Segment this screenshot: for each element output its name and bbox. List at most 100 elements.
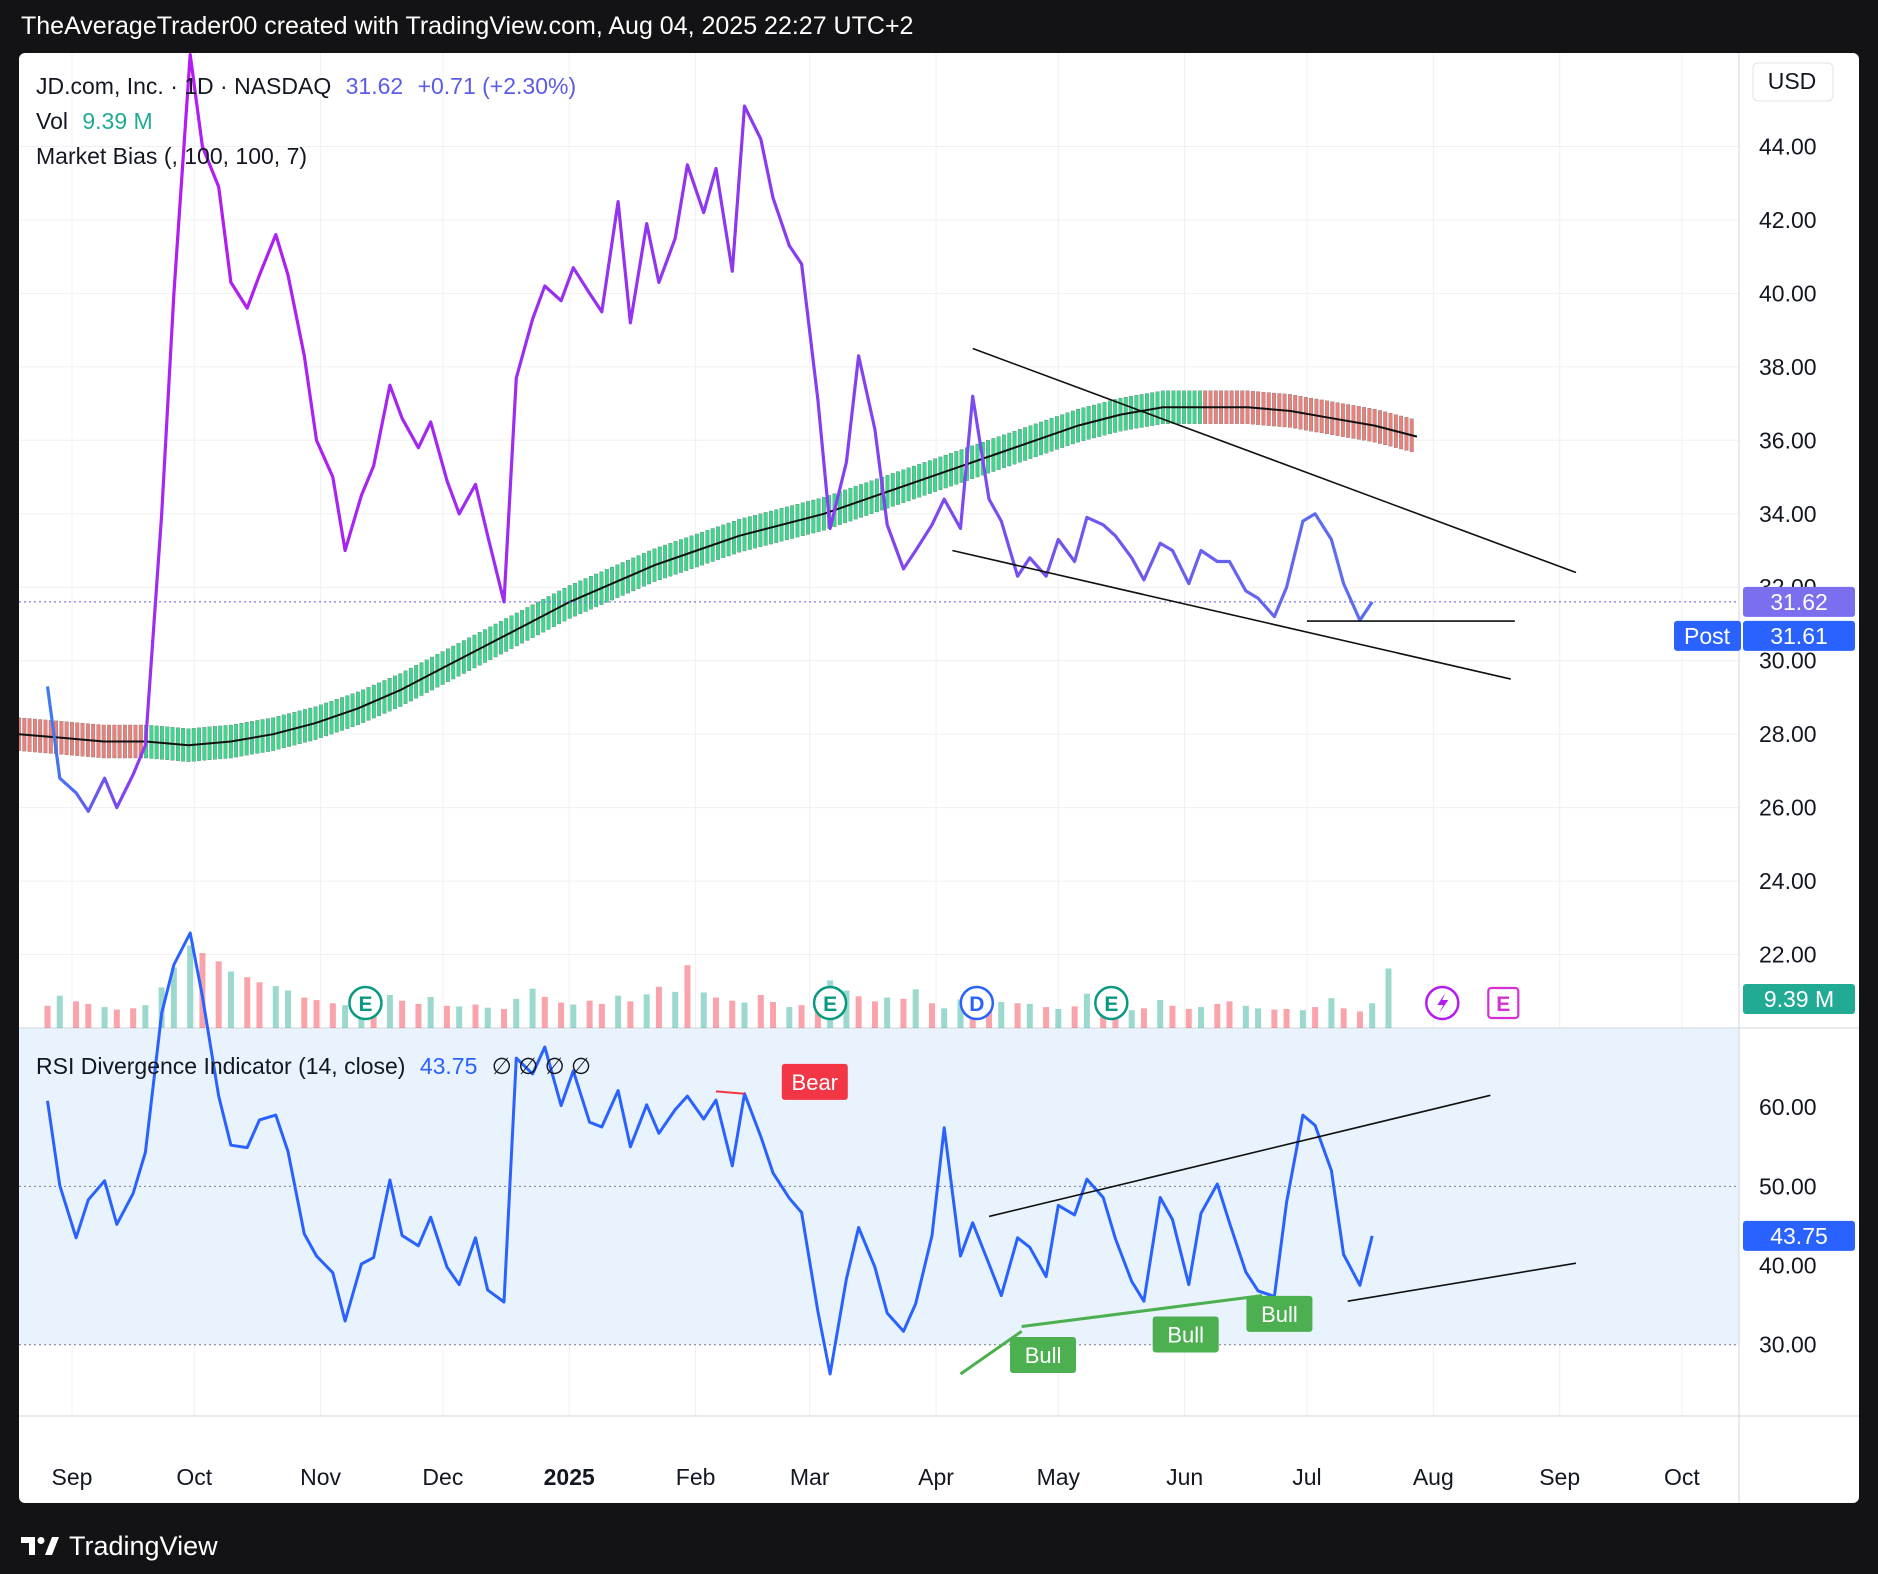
bull-badge[interactable]: [1152, 1316, 1219, 1353]
volume-bar: [700, 992, 707, 1028]
x-tick-label: Oct: [1664, 1464, 1700, 1490]
event-marker-earnings[interactable]: [812, 985, 848, 1021]
rsi-upper-trendline[interactable]: [988, 1094, 1491, 1218]
volume-bar: [227, 971, 234, 1028]
bull-badge[interactable]: [1246, 1295, 1313, 1332]
volume-bar: [301, 997, 308, 1028]
rsi-bull-divergence-line[interactable]: [1021, 1294, 1263, 1329]
volume-bar: [1140, 1008, 1147, 1028]
currency-label[interactable]: USD: [1768, 68, 1817, 94]
volume-bar: [256, 982, 263, 1028]
bull-label: Bull: [1025, 1343, 1062, 1368]
volume-bar: [415, 1003, 422, 1028]
event-marker-letter: E: [358, 993, 372, 1016]
volume-bar: [44, 1005, 51, 1028]
chart-frame[interactable]: Sep Oct Nov Dec 2025 Feb Mar Apr May Jun Jul Aug Sep…: [19, 53, 1859, 1503]
symbol-legend[interactable]: JD.com, Inc. · 1D · NASDAQ 31.62 +0.71 (…: [36, 73, 584, 100]
volume-bar: [130, 1008, 137, 1028]
rsi-bear-divergence-line[interactable]: [715, 1090, 745, 1095]
volume-bar: [73, 1001, 80, 1028]
volume-bar: [1214, 1003, 1221, 1028]
event-marker-earnings[interactable]: [1487, 986, 1520, 1020]
price-tick-label: 22.00: [1759, 942, 1817, 968]
volume-bar: [586, 1000, 593, 1028]
tradingview-brand[interactable]: TradingView: [69, 1530, 218, 1561]
volume-bar: [884, 997, 891, 1028]
chart-canvas[interactable]: Sep Oct Nov Dec 2025 Feb Mar Apr May Jun Jul Aug Sep…: [19, 53, 1859, 1503]
symbol-name[interactable]: JD.com, Inc. · 1D · NASDAQ: [36, 73, 332, 99]
rsi-tick-label: 40.00: [1759, 1253, 1817, 1279]
volume-bar: [329, 1003, 336, 1028]
volume-bar: [101, 1007, 108, 1028]
event-marker-letter: E: [1496, 993, 1510, 1016]
volume-bar: [1312, 1007, 1319, 1028]
volume-bar: [1014, 1003, 1021, 1028]
event-marker-earnings[interactable]: [1094, 985, 1129, 1021]
volume-legend[interactable]: Vol 9.39 M: [36, 108, 161, 135]
bull-label: Bull: [1261, 1302, 1298, 1327]
currency-button[interactable]: [1752, 62, 1834, 102]
volume-bar: [598, 1003, 605, 1028]
post-price-text: 31.61: [1770, 623, 1828, 649]
volume-bar: [1340, 1008, 1347, 1028]
volume-bar: [729, 1000, 736, 1028]
volume-bar: [941, 1008, 948, 1028]
volume-bar: [843, 990, 850, 1028]
volume-bar: [456, 1006, 463, 1028]
price-line[interactable]: [45, 53, 1374, 813]
volume-bar: [757, 995, 764, 1028]
x-tick-label: Dec: [422, 1464, 463, 1490]
volume-bar: [643, 994, 650, 1028]
event-marker-earnings[interactable]: [348, 985, 383, 1021]
rsi-legend[interactable]: RSI Divergence Indicator (14, close) 43.…: [36, 1053, 599, 1080]
volume-bar: [113, 1009, 120, 1028]
volume-label[interactable]: Vol: [36, 108, 68, 134]
volume-bar: [998, 1001, 1005, 1028]
volume-bar: [1071, 1006, 1078, 1028]
rsi-line[interactable]: [46, 931, 1374, 1376]
post-price-badge: [1743, 620, 1855, 651]
volume-bar: [285, 990, 292, 1028]
volume-bar: [215, 961, 222, 1028]
bear-badge[interactable]: [781, 1063, 848, 1100]
volume-bar: [142, 1005, 149, 1028]
price-change: +0.71 (+2.30%): [417, 73, 577, 99]
volume-bar: [1283, 1008, 1290, 1028]
volume-bar: [1328, 998, 1335, 1028]
market-bias-label[interactable]: Market Bias (, 100, 100, 7): [36, 143, 308, 169]
event-marker-letter: D: [969, 993, 984, 1016]
tradingview-footer[interactable]: TradingView: [0, 1518, 1878, 1574]
volume-bar: [501, 1008, 508, 1028]
bull-label: Bull: [1167, 1322, 1204, 1347]
event-marker-dividend[interactable]: [959, 985, 995, 1021]
rsi-label[interactable]: RSI Divergence Indicator (14, close): [36, 1053, 406, 1079]
volume-value-badge: [1743, 984, 1855, 1014]
volume-bar: [1356, 1011, 1363, 1028]
price-tick-label: 34.00: [1759, 501, 1817, 527]
upper-trendline[interactable]: [972, 347, 1577, 574]
rsi-tick-label: 60.00: [1759, 1094, 1817, 1120]
lightning-icon: [1437, 993, 1449, 1013]
volume-bar: [1026, 1003, 1033, 1028]
last-price-text: 31.62: [1770, 589, 1828, 615]
price-tick-label: 42.00: [1759, 207, 1817, 233]
volume-bar: [928, 1003, 935, 1028]
price-tick-label: 26.00: [1759, 795, 1817, 821]
volume-bar: [912, 989, 919, 1028]
post-label-badge: [1674, 620, 1741, 651]
volume-bar: [443, 1005, 450, 1028]
volume-bar: [399, 1000, 406, 1028]
price-tick-label: 36.00: [1759, 427, 1817, 453]
bull-badge[interactable]: [1010, 1337, 1077, 1374]
volume-bar: [1271, 1009, 1278, 1028]
rsi-lower-trendline[interactable]: [1347, 1262, 1577, 1302]
x-tick-label: Aug: [1413, 1464, 1454, 1490]
volume-bar: [957, 999, 964, 1028]
bear-label: Bear: [792, 1070, 838, 1095]
rsi-tick-label: 30.00: [1759, 1332, 1817, 1358]
volume-bar: [1242, 1005, 1249, 1028]
lower-trendline[interactable]: [952, 549, 1511, 680]
x-tick-label: Sep: [52, 1464, 93, 1490]
chart-attribution: TheAverageTrader00 created with TradingV…: [21, 12, 914, 40]
market-bias-legend[interactable]: Market Bias (, 100, 100, 7): [36, 143, 315, 170]
